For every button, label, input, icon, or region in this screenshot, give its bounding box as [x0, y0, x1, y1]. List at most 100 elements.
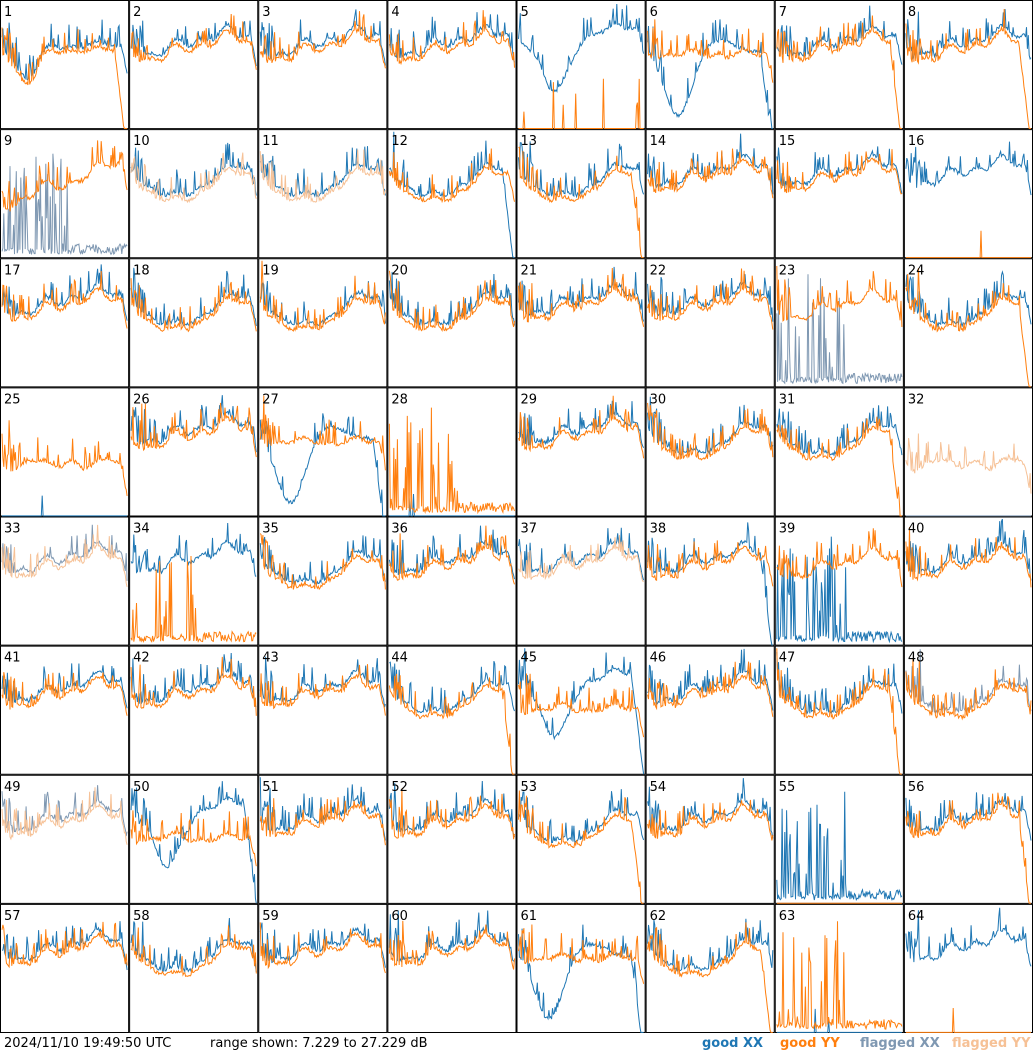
series-xx-good [388, 910, 515, 963]
panel-7: 7 [774, 0, 904, 130]
panel-25: 25 [0, 387, 130, 517]
series-yy-good [388, 525, 515, 585]
panel-frame [0, 516, 130, 646]
series-yy-good [259, 922, 386, 974]
series-yy-flagged [1, 524, 128, 588]
panel-frame [0, 387, 130, 517]
panel-label: 22 [650, 263, 667, 278]
series-xx-good [388, 780, 515, 838]
series-xx-good [388, 525, 515, 580]
panel-label: 11 [262, 134, 279, 149]
series-yy-good [259, 395, 386, 471]
series-xx-good [905, 518, 1032, 581]
panel-label: 58 [133, 909, 150, 924]
series-xx-good [389, 660, 515, 715]
series-yy-good [647, 148, 774, 199]
panel-38: 38 [645, 516, 775, 646]
panel-53: 53 [516, 774, 646, 904]
panel-32: 32 [903, 387, 1033, 517]
panel-57: 57 [0, 903, 130, 1033]
panel-label: 41 [4, 651, 21, 666]
panel-22: 22 [645, 258, 775, 388]
panel-label: 39 [779, 522, 796, 537]
series-yy-flagged [518, 535, 644, 583]
panel-44: 44 [387, 645, 517, 775]
series-yy-good [518, 146, 644, 259]
series-yy-good [1, 27, 128, 129]
series-yy-good [905, 792, 1031, 904]
panel-42: 42 [129, 645, 259, 775]
panel-1: 1 [0, 0, 130, 130]
panel-label: 50 [133, 780, 150, 795]
panel-label: 42 [133, 651, 150, 666]
series-yy-good [647, 402, 774, 461]
footer: 2024/11/10 19:49:50 UTC range shown: 7.2… [0, 1034, 1033, 1053]
panel-60: 60 [387, 903, 517, 1033]
series-xx-good [389, 131, 515, 259]
panel-frame [387, 516, 517, 646]
panel-label: 27 [262, 392, 279, 407]
panel-label: 33 [4, 522, 21, 537]
panel-frame [258, 774, 388, 904]
panel-13: 13 [516, 129, 646, 259]
panel-64: 64 [903, 903, 1033, 1033]
legend-good-xx: good XX [702, 1036, 764, 1051]
series-yy-good [776, 15, 902, 129]
panel-51: 51 [258, 774, 388, 904]
panel-48: 48 [903, 645, 1033, 775]
panel-label: 44 [391, 651, 408, 666]
series-yy-good [647, 540, 774, 587]
series-xx-good [518, 924, 644, 1033]
series-yy-good [388, 407, 515, 515]
panel-18: 18 [129, 258, 259, 388]
panel-frame [774, 0, 904, 130]
panel-label: 28 [391, 392, 408, 407]
series-yy-good [388, 920, 515, 970]
panel-frame [387, 903, 517, 1033]
series-xx-flagged [1, 153, 128, 256]
panel-label: 31 [779, 392, 796, 407]
panel-15: 15 [774, 129, 904, 259]
panel-37: 37 [516, 516, 646, 646]
panel-frame [0, 903, 130, 1033]
series-yy-good [259, 11, 386, 69]
panel-frame [645, 129, 775, 259]
series-xx-good [776, 1008, 902, 1033]
panel-40: 40 [903, 516, 1033, 646]
panel-label: 16 [908, 134, 925, 149]
series-yy-good [388, 788, 515, 840]
series-yy-good [647, 19, 774, 83]
series-yy-good [647, 268, 774, 330]
panel-label: 36 [391, 522, 408, 537]
series-xx-good [388, 271, 515, 328]
series-yy-flagged [905, 433, 1032, 494]
panel-21: 21 [516, 258, 646, 388]
panel-label: 64 [908, 909, 925, 924]
panel-label: 48 [908, 651, 925, 666]
series-yy-good [905, 268, 1031, 388]
series-yy-good [776, 149, 903, 195]
panel-8: 8 [903, 0, 1033, 130]
panel-34: 34 [129, 516, 259, 646]
series-yy-good [518, 673, 645, 738]
series-yy-good [905, 527, 1032, 588]
series-yy-good [647, 922, 773, 1033]
panel-label: 21 [521, 263, 538, 278]
series-yy-good [130, 656, 257, 716]
panel-50: 50 [129, 774, 259, 904]
panel-frame [645, 903, 775, 1033]
series-yy-good [388, 10, 515, 68]
series-xx-good [776, 536, 903, 644]
series-xx-good [259, 413, 386, 517]
panel-52: 52 [387, 774, 517, 904]
series-yy-good [776, 648, 902, 775]
series-yy-good [1, 420, 128, 496]
panel-59: 59 [258, 903, 388, 1033]
panel-label: 15 [779, 134, 796, 149]
series-yy-good [1, 921, 128, 969]
panel-frame [903, 0, 1033, 130]
range-label: range shown: 7.229 to 27.229 dB [210, 1036, 428, 1051]
series-xx-good [776, 791, 903, 902]
series-xx-good [130, 652, 257, 708]
series-xx-good [2, 495, 128, 517]
